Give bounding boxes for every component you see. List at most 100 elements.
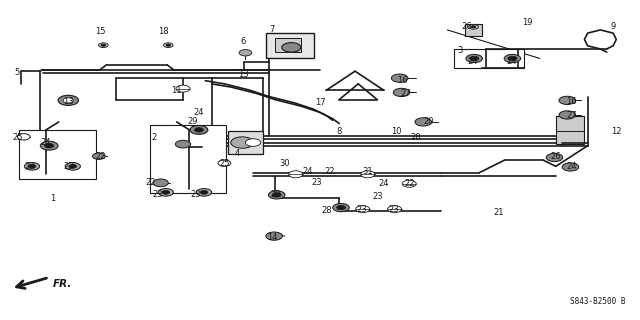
Text: 12: 12 [611, 127, 621, 136]
Text: 28: 28 [321, 206, 332, 215]
Text: 24: 24 [194, 108, 204, 117]
Text: 4: 4 [234, 149, 240, 158]
Text: 25: 25 [12, 133, 22, 142]
Circle shape [546, 153, 563, 162]
Text: 10: 10 [391, 127, 402, 136]
Text: 30: 30 [280, 159, 291, 168]
Circle shape [195, 128, 204, 132]
Text: 28: 28 [410, 133, 421, 142]
Text: 11: 11 [172, 86, 182, 95]
Circle shape [175, 140, 191, 148]
Circle shape [394, 88, 410, 97]
Text: 15: 15 [95, 27, 106, 36]
Bar [454, 49, 524, 68]
Bar [465, 24, 483, 36]
Bar [19, 130, 96, 179]
Text: 13: 13 [238, 70, 249, 79]
Text: 23: 23 [372, 192, 383, 201]
Text: 23: 23 [388, 205, 399, 214]
Circle shape [166, 44, 171, 46]
Text: 5: 5 [15, 68, 20, 77]
Circle shape [471, 26, 476, 28]
Text: 25: 25 [219, 159, 230, 168]
Circle shape [508, 56, 517, 61]
Text: 27: 27 [401, 89, 412, 98]
Circle shape [272, 193, 281, 197]
Text: 23: 23 [152, 190, 163, 199]
Circle shape [356, 206, 370, 213]
Text: FR.: FR. [52, 279, 72, 289]
Circle shape [40, 141, 58, 150]
Circle shape [466, 54, 483, 63]
Circle shape [58, 95, 79, 105]
Circle shape [388, 206, 401, 213]
Text: 29: 29 [188, 117, 198, 126]
Circle shape [402, 180, 416, 187]
Text: 24: 24 [378, 179, 389, 188]
Circle shape [562, 163, 579, 171]
Circle shape [69, 164, 77, 168]
Text: 23: 23 [312, 178, 322, 187]
Circle shape [164, 43, 173, 48]
Circle shape [17, 134, 30, 140]
Circle shape [153, 179, 168, 187]
Text: 9: 9 [611, 22, 616, 31]
Bar [228, 132, 262, 154]
Text: 13: 13 [63, 97, 74, 106]
Text: 14: 14 [267, 233, 278, 242]
Circle shape [99, 43, 108, 48]
Circle shape [196, 188, 212, 196]
Text: 8: 8 [337, 127, 342, 136]
Text: 3: 3 [458, 46, 463, 55]
Circle shape [65, 163, 81, 170]
Text: 6: 6 [241, 36, 246, 45]
Text: 24: 24 [506, 57, 516, 66]
Circle shape [190, 125, 208, 134]
Bar [150, 125, 227, 193]
Circle shape [24, 163, 40, 170]
Text: 28: 28 [270, 190, 281, 199]
Circle shape [559, 111, 575, 119]
Circle shape [231, 137, 253, 148]
Bar [275, 38, 301, 52]
Circle shape [158, 188, 173, 196]
Text: 22: 22 [324, 167, 335, 176]
Text: 22: 22 [404, 179, 415, 188]
Circle shape [162, 190, 170, 194]
Circle shape [468, 24, 478, 29]
Circle shape [333, 204, 349, 212]
Circle shape [28, 164, 36, 168]
Text: 31: 31 [362, 167, 373, 176]
Text: 24: 24 [566, 162, 577, 171]
Text: 1: 1 [50, 194, 55, 203]
Text: 26: 26 [550, 152, 561, 161]
Circle shape [268, 191, 285, 199]
Circle shape [45, 143, 54, 148]
Circle shape [392, 74, 408, 82]
Text: 16: 16 [566, 97, 577, 106]
Bar [556, 116, 584, 144]
Circle shape [176, 85, 190, 92]
Circle shape [200, 190, 208, 194]
Text: 22: 22 [95, 152, 106, 161]
Circle shape [504, 54, 521, 63]
Text: 23: 23 [25, 162, 35, 171]
Circle shape [559, 96, 575, 105]
Text: 7: 7 [269, 25, 275, 35]
Text: 19: 19 [522, 18, 532, 27]
Text: 18: 18 [159, 27, 169, 36]
Circle shape [415, 118, 431, 126]
Circle shape [470, 56, 479, 61]
Text: 17: 17 [315, 99, 325, 108]
Text: 26: 26 [461, 22, 472, 31]
Text: 22: 22 [146, 178, 156, 187]
Text: 24: 24 [468, 57, 478, 66]
Circle shape [239, 50, 252, 56]
Circle shape [246, 139, 260, 146]
Text: 21: 21 [493, 208, 504, 217]
Text: 16: 16 [397, 76, 408, 85]
Text: 20: 20 [423, 117, 433, 126]
Circle shape [266, 232, 282, 240]
Text: 23: 23 [356, 205, 367, 214]
Text: 27: 27 [566, 111, 577, 120]
